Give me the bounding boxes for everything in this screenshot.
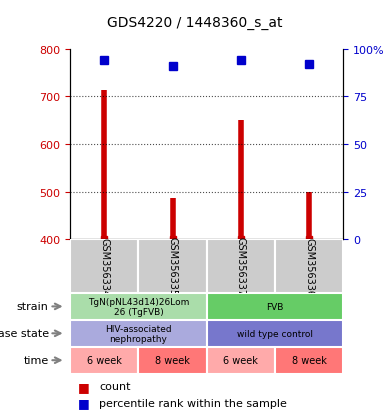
Text: GDS4220 / 1448360_s_at: GDS4220 / 1448360_s_at (107, 16, 283, 30)
Text: disease state: disease state (0, 328, 49, 339)
Text: GSM356334: GSM356334 (99, 237, 109, 296)
Text: strain: strain (17, 301, 49, 312)
Bar (70, 293, 207, 320)
Bar (138, 347, 207, 374)
Bar (70, 320, 207, 347)
Text: GSM356336: GSM356336 (304, 237, 314, 296)
Bar (207, 320, 343, 347)
Text: FVB: FVB (266, 302, 284, 311)
Bar (70, 240, 138, 293)
Bar (207, 347, 275, 374)
Text: time: time (23, 355, 49, 366)
Text: 6 week: 6 week (223, 355, 258, 366)
Text: wild type control: wild type control (237, 329, 313, 338)
Text: GSM356337: GSM356337 (236, 237, 246, 296)
Text: percentile rank within the sample: percentile rank within the sample (99, 398, 287, 408)
Bar (275, 347, 343, 374)
Text: HIV-associated
nephropathy: HIV-associated nephropathy (105, 324, 172, 343)
Text: 8 week: 8 week (292, 355, 326, 366)
Text: 8 week: 8 week (155, 355, 190, 366)
Text: GSM356335: GSM356335 (168, 237, 177, 296)
Text: ■: ■ (78, 380, 90, 393)
Text: TgN(pNL43d14)26Lom
26 (TgFVB): TgN(pNL43d14)26Lom 26 (TgFVB) (88, 297, 189, 316)
Bar (207, 293, 343, 320)
Bar (207, 240, 275, 293)
Bar (138, 240, 207, 293)
Text: ■: ■ (78, 396, 90, 409)
Bar (275, 240, 343, 293)
Bar (70, 347, 138, 374)
Text: count: count (99, 381, 131, 391)
Text: 6 week: 6 week (87, 355, 122, 366)
